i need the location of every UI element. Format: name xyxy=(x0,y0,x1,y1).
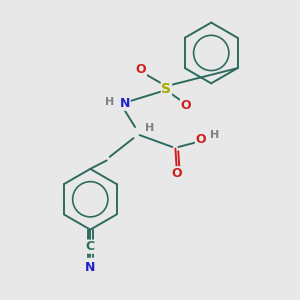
Text: H: H xyxy=(105,97,114,107)
Text: C: C xyxy=(86,240,95,253)
Text: S: S xyxy=(161,82,171,96)
Text: H: H xyxy=(146,123,154,133)
Text: O: O xyxy=(196,133,206,146)
Text: O: O xyxy=(181,99,191,112)
Text: N: N xyxy=(119,97,130,110)
Text: N: N xyxy=(85,261,95,274)
Text: O: O xyxy=(136,63,146,76)
Text: O: O xyxy=(172,167,182,180)
Text: H: H xyxy=(210,130,219,140)
